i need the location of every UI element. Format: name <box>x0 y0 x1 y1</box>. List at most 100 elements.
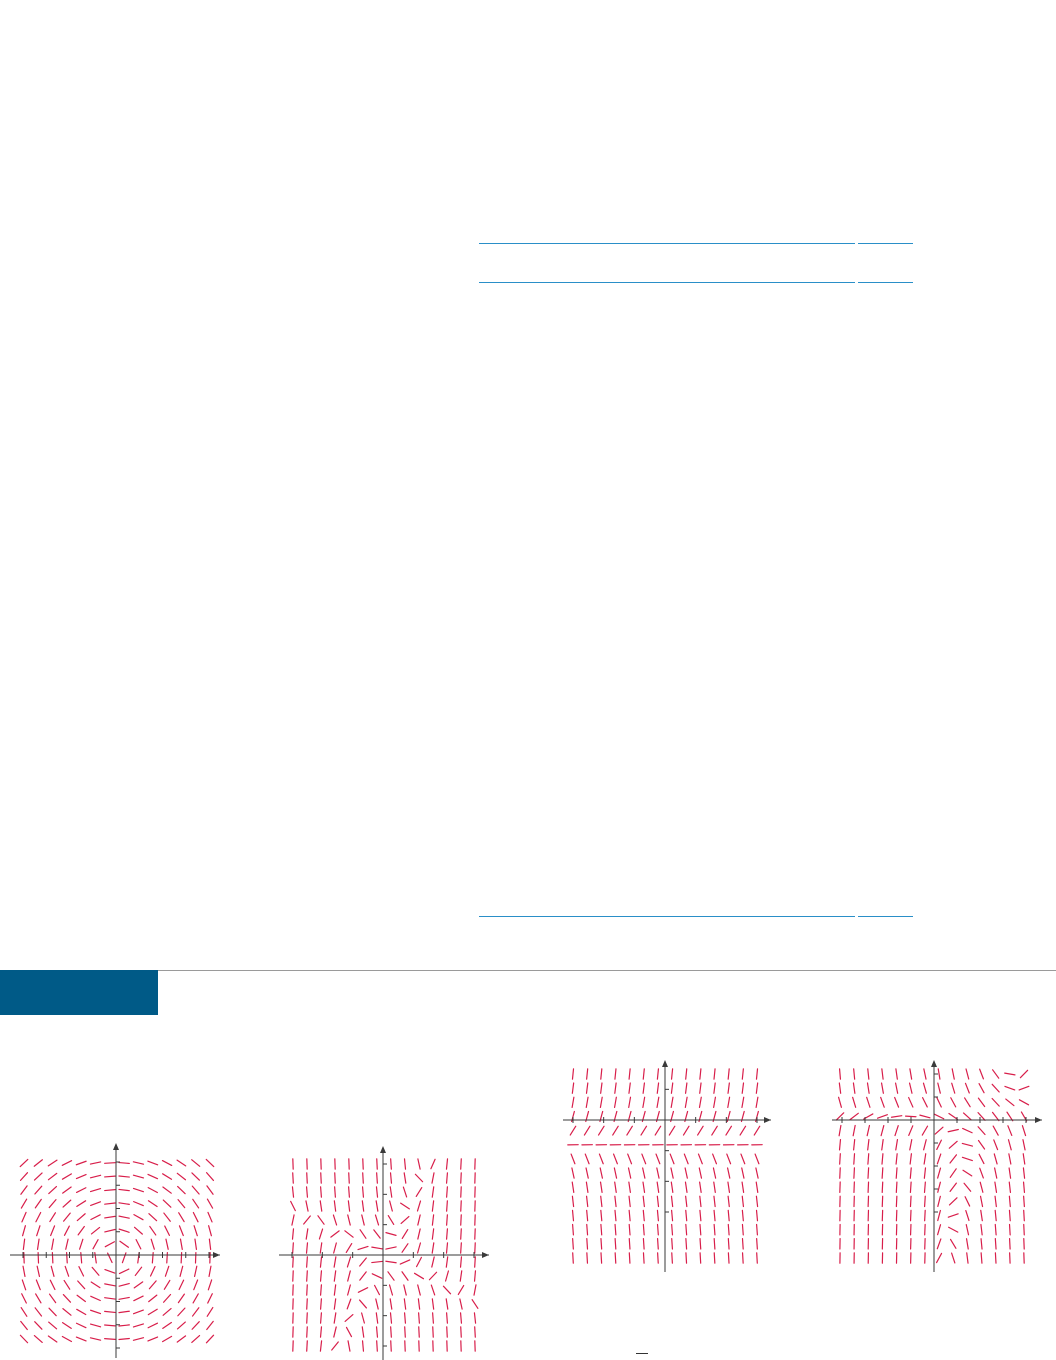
slope-segment <box>361 1312 365 1324</box>
slope-segment <box>333 1270 337 1282</box>
slope-segment <box>992 1125 999 1136</box>
slope-segment <box>345 1242 353 1254</box>
slope-segment <box>403 1172 407 1184</box>
slope-segment <box>670 1209 674 1222</box>
slope-segment <box>994 1167 998 1179</box>
slope-segment <box>727 1167 731 1179</box>
slope-segment <box>19 1172 29 1182</box>
slope-segment <box>77 1280 86 1290</box>
table-rule-top-side <box>858 243 913 244</box>
slope-segment <box>177 1199 186 1209</box>
slope-segment <box>306 1284 308 1296</box>
slope-segment <box>121 1252 127 1264</box>
slope-segment <box>670 1082 674 1094</box>
slope-segment <box>741 1068 744 1080</box>
slope-segment <box>583 1125 591 1136</box>
slope-segment <box>418 1326 420 1338</box>
slope-segment <box>390 1326 392 1338</box>
slope-segment <box>19 1334 29 1344</box>
slope-segment <box>445 1242 449 1254</box>
slope-segment <box>713 1209 716 1222</box>
slope-segment <box>347 1214 351 1226</box>
slope-segment <box>642 1223 645 1236</box>
slope-segment <box>684 1082 688 1094</box>
slope-segment <box>866 1082 870 1094</box>
slope-segment <box>162 1199 172 1208</box>
slope-segment <box>135 1238 142 1250</box>
slope-segment <box>75 1187 87 1194</box>
slope-segment <box>333 1284 337 1296</box>
slope-segment <box>936 1153 942 1165</box>
slope-segment <box>1022 1153 1026 1165</box>
slope-segment <box>585 1195 589 1208</box>
slope-segment <box>446 1186 448 1198</box>
slope-segment <box>344 1230 354 1238</box>
slope-segment <box>21 1293 27 1304</box>
slope-segment <box>460 1242 462 1254</box>
slope-segment <box>1023 1223 1025 1236</box>
slope-segment <box>741 1223 744 1236</box>
slope-segment <box>460 1172 462 1184</box>
y-axis-arrow <box>662 1060 668 1067</box>
slope-segment <box>614 1223 617 1236</box>
slope-segment <box>670 1195 674 1208</box>
slope-segment <box>19 1158 29 1168</box>
slope-segment <box>628 1068 631 1080</box>
slope-segment <box>962 1169 973 1177</box>
slope-segment <box>431 1186 435 1198</box>
slope-segment <box>979 1195 984 1208</box>
slope-segment <box>403 1158 407 1170</box>
slope-segment <box>699 1181 702 1193</box>
slope-segment <box>713 1068 716 1080</box>
slope-segment <box>206 1306 214 1317</box>
slope-segment <box>47 1159 58 1167</box>
slope-segment <box>431 1298 435 1310</box>
slope-segment <box>147 1187 158 1194</box>
slope-segment <box>933 1113 945 1120</box>
slope-segment <box>965 1238 969 1250</box>
slope-segment <box>416 1242 422 1254</box>
slope-segment <box>403 1298 407 1310</box>
slope-segment <box>923 1068 927 1080</box>
slope-segment <box>697 1125 704 1136</box>
slope-segment <box>22 1238 26 1250</box>
slope-segment <box>133 1226 143 1235</box>
slope-segment <box>727 1252 730 1264</box>
slope-segment <box>727 1096 731 1109</box>
slope-segment <box>357 1245 369 1251</box>
slope-segment <box>936 1238 942 1250</box>
slope-segment <box>642 1209 645 1222</box>
slope-segment <box>418 1312 420 1324</box>
slope-segment <box>33 1159 43 1167</box>
slope-segment <box>657 1252 659 1264</box>
slope-segment <box>656 1167 660 1179</box>
slope-segment <box>119 1240 129 1248</box>
slope-segment <box>375 1200 379 1212</box>
slope-segment <box>948 1197 958 1206</box>
slope-segment <box>1005 1098 1015 1107</box>
slope-segment <box>727 1209 730 1222</box>
slope-segment <box>614 1195 617 1208</box>
slope-segment <box>361 1340 365 1352</box>
slope-segment <box>571 1068 575 1080</box>
slope-segment <box>176 1159 187 1167</box>
slope-segment <box>978 1082 985 1094</box>
slope-segment <box>628 1223 631 1236</box>
slope-segment <box>951 1082 956 1094</box>
slope-segment <box>923 1153 927 1165</box>
slope-segment <box>965 1068 970 1080</box>
slope-segment <box>937 1181 941 1193</box>
slope-segment <box>319 1270 323 1282</box>
slope-segment <box>89 1174 102 1179</box>
slope-segment <box>585 1167 589 1179</box>
slope-segment <box>459 1270 463 1282</box>
slope-segment <box>147 1173 159 1180</box>
slope-segment <box>161 1159 173 1167</box>
slope-segment <box>317 1215 325 1225</box>
slope-segment <box>291 1186 295 1198</box>
slope-segment <box>614 1209 617 1222</box>
slope-segment <box>571 1181 575 1193</box>
slope-segment <box>192 1293 199 1304</box>
slope-segment <box>867 1167 870 1179</box>
slope-segment <box>904 1115 917 1118</box>
